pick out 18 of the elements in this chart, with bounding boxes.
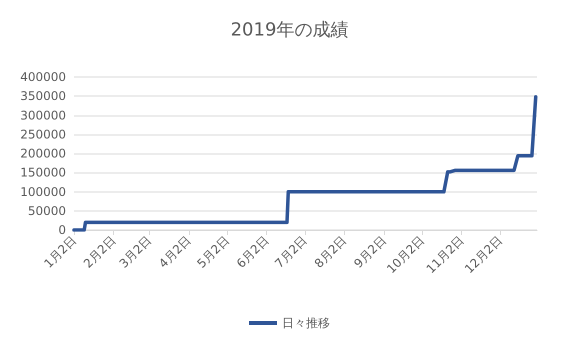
line-series <box>72 95 538 232</box>
x-tick-label: 2月2日 <box>80 233 118 271</box>
y-tick-label: 350000 <box>20 89 66 104</box>
x-tick-label: 6月2日 <box>234 233 272 271</box>
x-tick-label: 3月2日 <box>116 233 154 271</box>
x-tick-label: 7月2日 <box>272 233 310 271</box>
y-tick-label: 200000 <box>20 146 66 160</box>
legend-label: 日々推移 <box>282 316 330 330</box>
y-tick-label: 400000 <box>20 70 66 84</box>
y-tick-label: 250000 <box>20 127 66 142</box>
chart-title: 2019年の成績 <box>230 20 348 40</box>
y-tick-label: 50000 <box>28 204 66 218</box>
x-tick-label: 5月2日 <box>194 233 232 271</box>
y-tick-label: 100000 <box>20 184 66 199</box>
y-tick-label: 300000 <box>20 108 66 122</box>
x-tick-label: 8月2日 <box>312 233 350 271</box>
y-tick-label: 150000 <box>20 166 66 180</box>
x-tick-label: 4月2日 <box>156 233 194 271</box>
